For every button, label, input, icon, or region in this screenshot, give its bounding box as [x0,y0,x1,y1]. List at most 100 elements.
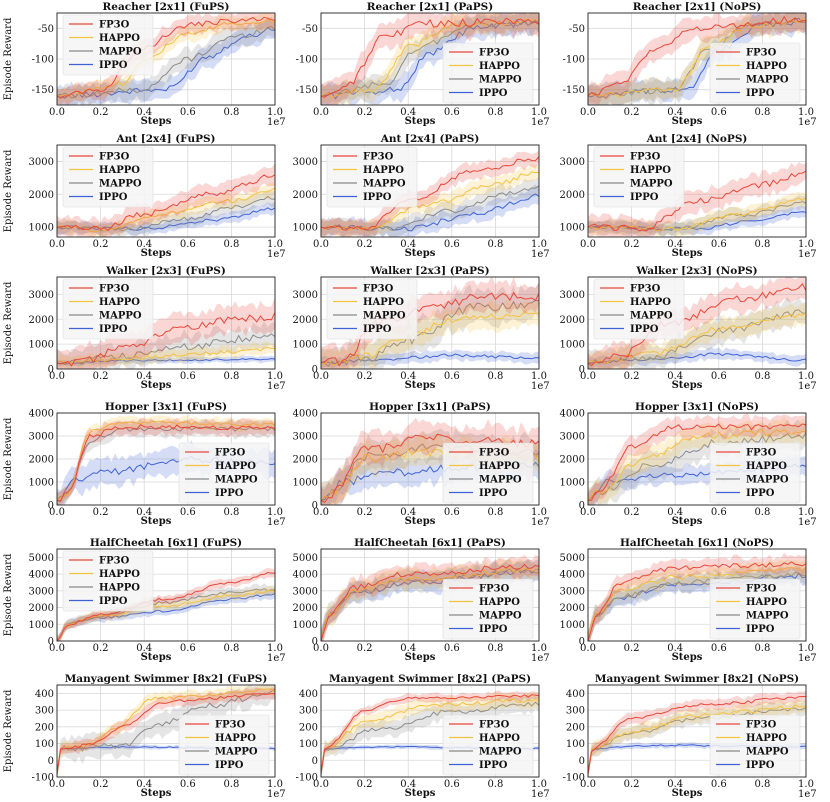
y-tick-label: -100 [32,55,54,66]
y-tick-label: 2000 [560,190,585,201]
x-tick-label: 1.0 [798,107,814,118]
legend-label: HAPPO [630,297,671,308]
legend-label: IPPO [746,88,775,99]
panel-1: Reacher [2x1] (PaPS) 0.0 0.2 0.4 0.6 0.8 1.0 -1… [296,1,550,128]
panel-title: HalfCheetah [6x1] (PaPS) [354,537,506,549]
panel-title: Ant [2x4] (FuPS) [115,133,215,145]
series-line-mappo [57,333,275,366]
legend-label: IPPO [215,760,244,771]
x-tick-label: 0.2 [624,643,640,654]
series-line-ippo [321,353,539,364]
legend-box [593,278,685,340]
x-tick-label: 0.8 [754,371,770,382]
y-tick-label: 1000 [560,223,585,234]
plot-frame [56,276,276,370]
y-tick-label: 1000 [29,620,54,631]
series-band-fp3o [588,13,806,105]
series-band-ippo [321,13,539,105]
series-band-mappo [57,321,275,369]
x-axis-label: Steps [141,116,172,127]
x-scale-note: 1e7 [267,381,286,392]
legend-label: FP3O [746,48,777,59]
y-tick-label: 0 [48,365,54,376]
y-tick-label: 2000 [29,603,54,614]
x-scale-note: 1e7 [798,653,817,664]
legend-box [709,42,801,104]
x-tick-label: 0.0 [580,507,596,518]
legend-label: HAPPO [99,297,140,308]
panel-title: Walker [2x3] (PaPS) [369,265,489,277]
series-line-happo [57,420,275,501]
series-line-mappo [321,299,539,367]
series-band-ippo [57,16,275,105]
x-tick-label: 0.0 [580,371,596,382]
series-line-happo [321,567,539,641]
series-band-happo [588,559,806,641]
x-tick-label: 0.0 [580,239,596,250]
legend-label: MAPPO [479,747,522,758]
x-scale-note: 1e7 [798,117,817,128]
legend-label: HAPPO [630,165,671,176]
y-tick-label: 5000 [560,553,585,564]
x-tick-label: 0.2 [624,507,640,518]
legend: FP3O HAPPO MAPPO IPPO [593,146,685,208]
x-tick-label: 0.8 [754,239,770,250]
series-band-fp3o [588,552,806,641]
legend-box [593,146,685,208]
legend-label: FP3O [99,20,130,31]
legend-label: FP3O [99,284,130,295]
series-line-ippo [588,211,806,231]
series-line-happo [321,18,539,99]
x-tick-label: 0.6 [444,779,460,790]
x-tick-label: 0.6 [711,779,727,790]
x-tick-label: 0.2 [93,779,109,790]
legend-label: HAPPO [746,597,787,608]
y-tick-label: 1000 [560,620,585,631]
panel-title: HalfCheetah [6x1] (NoPS) [620,537,774,549]
x-tick-label: 0.8 [487,239,503,250]
panel-12: HalfCheetah [6x1] (FuPS) 0.0 0.2 0.4 0.6 0.8 1… [3,537,286,664]
series-line-fp3o [588,561,806,641]
y-tick-label: 400 [299,689,318,700]
x-tick-label: 1.0 [531,643,547,654]
series-band-fp3o [588,162,806,237]
x-tick-label: 0.8 [223,779,239,790]
series-line-fp3o [321,156,539,231]
y-axis-label: Episode Reward [3,17,14,100]
x-tick-label: 0.2 [624,239,640,250]
plot-frame [320,276,540,370]
y-tick-label: -100 [32,773,54,784]
legend: FP3O HAPPO MAPPO IPPO [62,146,154,208]
y-tick-label: 5000 [29,553,54,564]
series-band-fp3o [588,690,806,777]
y-tick-label: 5000 [293,553,318,564]
x-tick-label: 1.0 [798,239,814,250]
series-band-mappo [588,419,806,505]
x-tick-label: 0.6 [711,507,727,518]
legend-label: IPPO [479,488,508,499]
series-line-fp3o [321,17,539,98]
y-tick-label: 2000 [560,315,585,326]
x-scale-note: 1e7 [531,789,550,800]
legend-box [178,442,270,504]
series-band-happo [321,163,539,237]
y-tick-label: 2000 [560,603,585,614]
x-tick-label: 1.0 [798,371,814,382]
x-tick-label: 0.2 [93,239,109,250]
series-line-fp3o [321,694,539,774]
x-axis-label: Steps [405,788,436,799]
legend: FP3O HAPPO MAPPO IPPO [178,442,270,504]
legend-label: HAPPO [746,461,787,472]
x-tick-label: 0.2 [93,107,109,118]
y-tick-label: 4000 [560,409,585,420]
x-tick-label: 0.6 [180,239,196,250]
series-band-happo [321,691,539,777]
legend-label: MAPPO [746,75,789,86]
panel-title: HalfCheetah [6x1] (FuPS) [90,537,242,549]
legend-label: IPPO [99,60,128,71]
legend-label: MAPPO [215,475,258,486]
legend-label: IPPO [479,88,508,99]
x-tick-label: 0.0 [313,643,329,654]
legend-label: IPPO [363,192,392,203]
series-line-ippo [321,193,539,232]
